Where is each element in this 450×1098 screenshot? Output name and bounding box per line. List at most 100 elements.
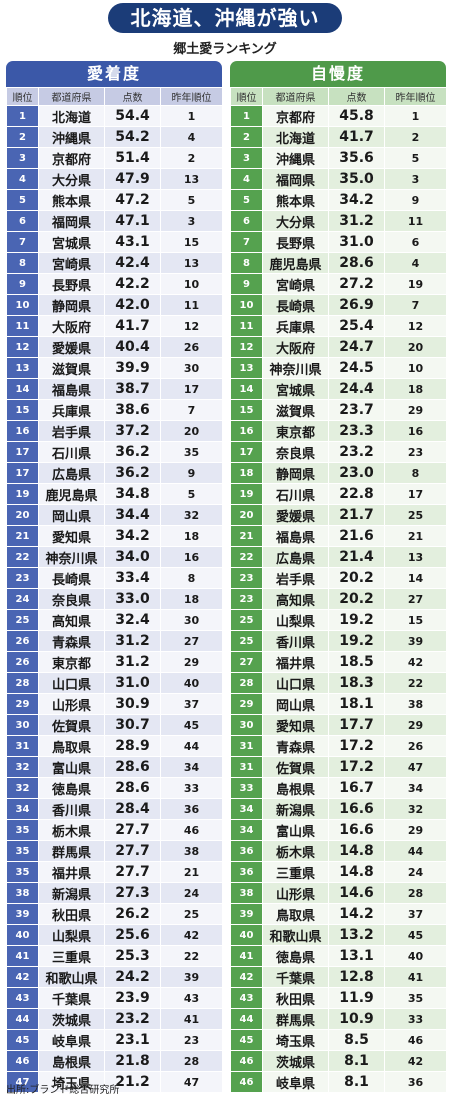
table-row: 44 茨城県 23.2 41 [6, 1008, 223, 1030]
page-subtitle: 郷土愛ランキング [173, 42, 277, 57]
prefecture-cell: 福島県 [262, 525, 329, 547]
rank-cell: 32 [6, 756, 39, 778]
previous-rank-cell: 27 [384, 588, 447, 610]
prefecture-cell: 高知県 [38, 609, 105, 631]
table-row: 10 静岡県 42.0 11 [6, 294, 223, 316]
table-row: 47 埼玉県 21.2 47 [6, 1071, 223, 1093]
rank-cell: 8 [230, 252, 263, 274]
rank-cell: 34 [230, 819, 263, 841]
previous-rank-cell: 42 [384, 1050, 447, 1072]
prefecture-cell: 広島県 [38, 462, 105, 484]
table-header-row: 順位 都道府県 点数 昨年順位 [6, 87, 223, 106]
previous-rank-cell: 38 [384, 693, 447, 715]
prefecture-cell: 福井県 [38, 861, 105, 883]
rank-cell: 10 [230, 294, 263, 316]
previous-rank-cell: 15 [160, 231, 223, 253]
rank-cell: 23 [230, 588, 263, 610]
table-row: 32 徳島県 28.6 33 [6, 777, 223, 799]
prefecture-cell: 長崎県 [38, 567, 105, 589]
table-row: 45 埼玉県 8.5 46 [230, 1029, 447, 1051]
prefecture-cell: 高知県 [262, 588, 329, 610]
score-cell: 25.4 [328, 315, 385, 337]
prefecture-cell: 愛媛県 [38, 336, 105, 358]
rank-cell: 46 [6, 1050, 39, 1072]
score-cell: 34.0 [104, 546, 161, 568]
table-row: 41 徳島県 13.1 40 [230, 945, 447, 967]
score-cell: 22.8 [328, 483, 385, 505]
rank-cell: 13 [230, 357, 263, 379]
table-row: 11 兵庫県 25.4 12 [230, 315, 447, 337]
rank-cell: 21 [6, 525, 39, 547]
table-header-row: 順位 都道府県 点数 昨年順位 [230, 87, 447, 106]
score-cell: 8.1 [328, 1071, 385, 1093]
prefecture-cell: 大分県 [38, 168, 105, 190]
prefecture-cell: 秋田県 [262, 987, 329, 1009]
rank-cell: 33 [230, 777, 263, 799]
table-row: 14 福島県 38.7 17 [6, 378, 223, 400]
score-cell: 42.2 [104, 273, 161, 295]
table-row: 38 山形県 14.6 28 [230, 882, 447, 904]
prefecture-cell: 沖縄県 [262, 147, 329, 169]
score-cell: 27.2 [328, 273, 385, 295]
score-cell: 16.6 [328, 819, 385, 841]
previous-rank-cell: 12 [160, 315, 223, 337]
prefecture-cell: 広島県 [262, 546, 329, 568]
score-cell: 45.8 [328, 105, 385, 127]
table-row: 9 宮崎県 27.2 19 [230, 273, 447, 295]
table-row: 31 鳥取県 28.9 44 [6, 735, 223, 757]
prefecture-cell: 宮崎県 [262, 273, 329, 295]
previous-rank-cell: 14 [384, 567, 447, 589]
prefecture-cell: 大阪府 [262, 336, 329, 358]
prefecture-cell: 和歌山県 [262, 924, 329, 946]
rank-cell: 35 [6, 819, 39, 841]
previous-rank-cell: 25 [384, 504, 447, 526]
prefecture-cell: 滋賀県 [262, 399, 329, 421]
previous-rank-cell: 37 [384, 903, 447, 925]
previous-rank-cell: 29 [160, 651, 223, 673]
table-row: 5 熊本県 47.2 5 [6, 189, 223, 211]
prefecture-cell: 富山県 [262, 819, 329, 841]
table-row: 12 愛媛県 40.4 26 [6, 336, 223, 358]
prefecture-cell: 愛知県 [262, 714, 329, 736]
table-row: 45 岐阜県 23.1 23 [6, 1029, 223, 1051]
previous-rank-cell: 18 [384, 378, 447, 400]
table-row: 39 秋田県 26.2 25 [6, 903, 223, 925]
score-cell: 24.4 [328, 378, 385, 400]
attachment-rows: 1 北海道 54.4 1 2 沖縄県 54.2 4 3 京都府 51.4 2 4 大分県 47.9 13 5 熊本… [6, 105, 223, 1093]
table-row: 16 東京都 23.3 16 [230, 420, 447, 442]
score-cell: 47.2 [104, 189, 161, 211]
prefecture-cell: 鳥取県 [38, 735, 105, 757]
prefecture-cell: 山形県 [38, 693, 105, 715]
rank-cell: 12 [230, 336, 263, 358]
score-cell: 31.0 [328, 231, 385, 253]
score-cell: 17.2 [328, 735, 385, 757]
rank-cell: 27 [230, 651, 263, 673]
prefecture-cell: 大分県 [262, 210, 329, 232]
previous-rank-cell: 38 [160, 840, 223, 862]
prefecture-cell: 宮城県 [262, 378, 329, 400]
score-cell: 12.8 [328, 966, 385, 988]
prefecture-cell: 静岡県 [38, 294, 105, 316]
prefecture-cell: 鹿児島県 [38, 483, 105, 505]
rank-cell: 13 [6, 357, 39, 379]
page-title: 北海道、沖縄が強い [108, 3, 342, 33]
previous-rank-cell: 13 [160, 168, 223, 190]
previous-rank-cell: 32 [384, 798, 447, 820]
attachment-ranking-table: 順位 都道府県 点数 昨年順位 1 北海道 54.4 1 2 沖縄県 54.2 4 3 京都府 51… [6, 87, 223, 1093]
table-row: 16 岩手県 37.2 20 [6, 420, 223, 442]
score-cell: 38.6 [104, 399, 161, 421]
score-cell: 16.6 [328, 798, 385, 820]
table-row: 28 山口県 18.3 22 [230, 672, 447, 694]
header-previous-rank: 昨年順位 [384, 87, 447, 106]
prefecture-cell: 宮崎県 [38, 252, 105, 274]
prefecture-cell: 茨城県 [38, 1008, 105, 1030]
table-row: 35 栃木県 27.7 46 [6, 819, 223, 841]
table-row: 8 鹿児島県 28.6 4 [230, 252, 447, 274]
rank-cell: 31 [230, 735, 263, 757]
prefecture-cell: 岩手県 [262, 567, 329, 589]
score-cell: 23.1 [104, 1029, 161, 1051]
previous-rank-cell: 8 [384, 462, 447, 484]
prefecture-cell: 京都府 [38, 147, 105, 169]
previous-rank-cell: 27 [160, 630, 223, 652]
previous-rank-cell: 44 [384, 840, 447, 862]
